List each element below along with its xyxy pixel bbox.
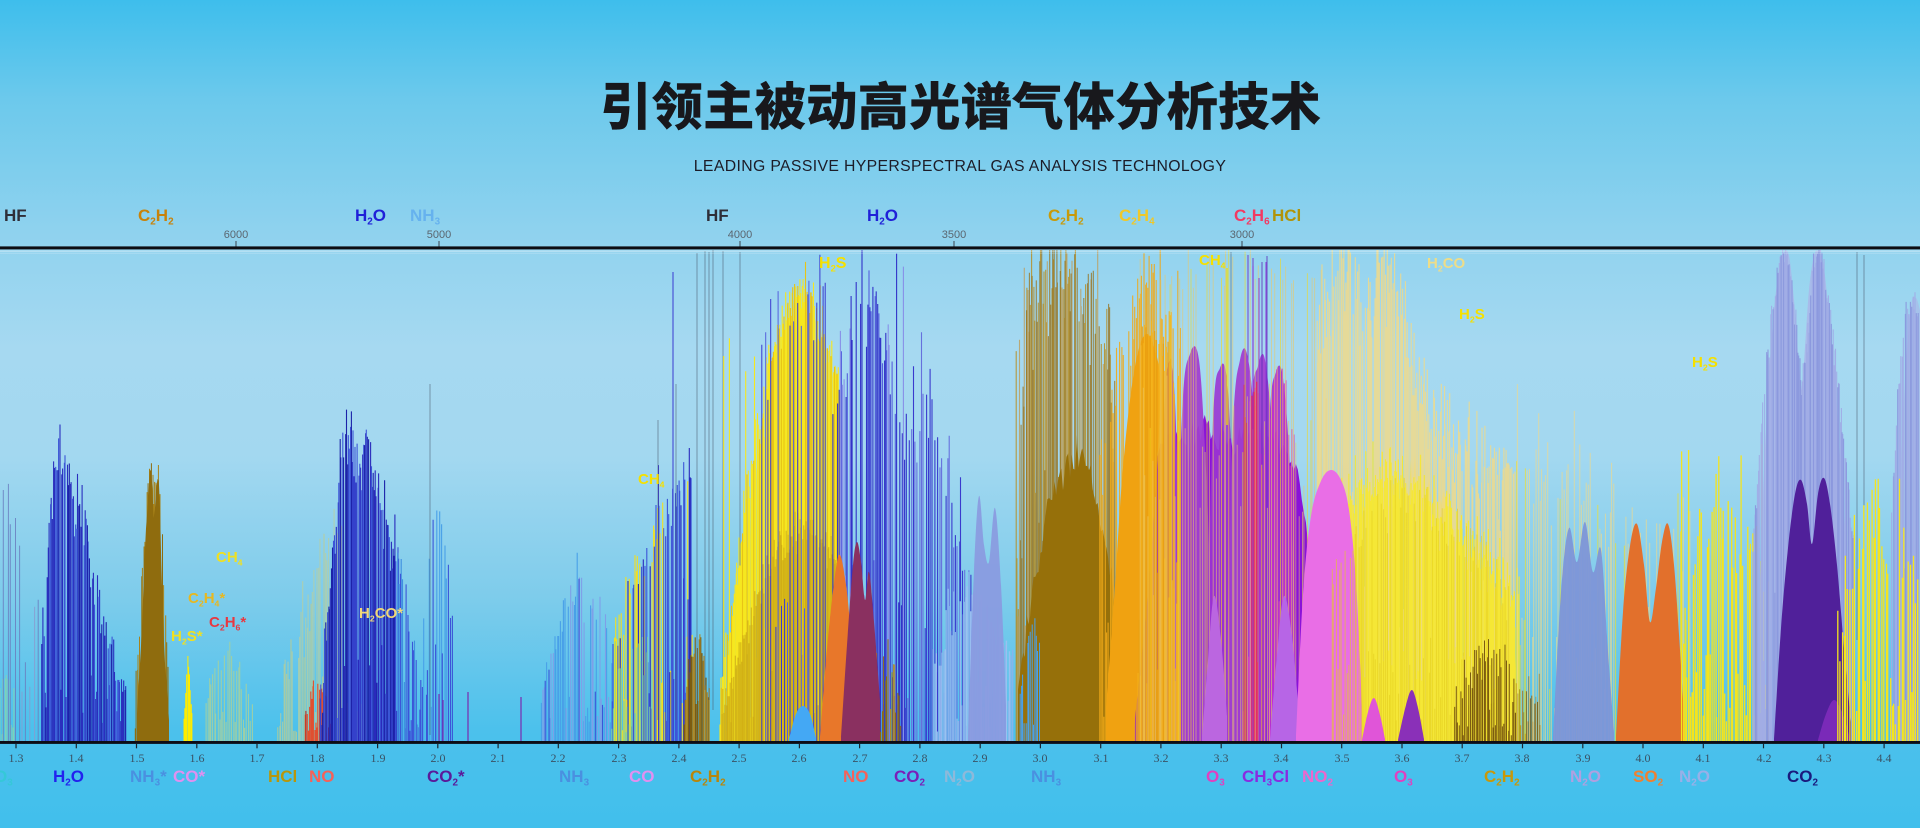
svg-text:2.6: 2.6 <box>792 751 807 765</box>
svg-text:1.8: 1.8 <box>310 751 325 765</box>
svg-text:C2H6*: C2H6* <box>209 614 246 633</box>
svg-text:3.9: 3.9 <box>1576 751 1591 765</box>
svg-text:2.3: 2.3 <box>612 751 627 765</box>
svg-text:HF: HF <box>706 206 729 225</box>
svg-text:4.2: 4.2 <box>1757 751 1772 765</box>
svg-text:LEADING PASSIVE HYPERSPECTRAL: LEADING PASSIVE HYPERSPECTRAL GAS ANALYS… <box>694 158 1227 175</box>
svg-text:1.9: 1.9 <box>371 751 386 765</box>
svg-text:CH4: CH4 <box>638 471 665 490</box>
svg-text:HCl: HCl <box>1272 206 1301 225</box>
svg-text:C2H2: C2H2 <box>138 206 174 228</box>
svg-text:1.5: 1.5 <box>130 751 145 765</box>
svg-text:H2S: H2S <box>1459 306 1485 325</box>
svg-text:NH3: NH3 <box>1031 767 1062 789</box>
svg-text:CH4: CH4 <box>1199 252 1226 271</box>
svg-text:C2H6: C2H6 <box>1234 206 1270 228</box>
svg-text:4.0: 4.0 <box>1636 751 1651 765</box>
svg-text:CO2: CO2 <box>1787 767 1819 789</box>
svg-text:2.0: 2.0 <box>431 751 446 765</box>
svg-text:3.6: 3.6 <box>1395 751 1410 765</box>
svg-text:N2O: N2O <box>1679 767 1710 789</box>
svg-text:H2S: H2S <box>819 255 847 274</box>
svg-text:H2CO: H2CO <box>1427 255 1466 274</box>
svg-text:H2O: H2O <box>355 206 386 228</box>
svg-text:C2H2: C2H2 <box>690 767 726 789</box>
svg-text:H2O: H2O <box>53 767 84 789</box>
svg-text:2.1: 2.1 <box>491 751 506 765</box>
svg-text:N2O: N2O <box>1570 767 1601 789</box>
svg-text:C2H2: C2H2 <box>1484 767 1520 789</box>
svg-text:SO2: SO2 <box>1633 767 1664 789</box>
svg-text:1.3: 1.3 <box>9 751 24 765</box>
svg-text:C2H4: C2H4 <box>1119 206 1155 228</box>
svg-text:3.5: 3.5 <box>1335 751 1350 765</box>
svg-text:O3: O3 <box>1394 767 1413 789</box>
svg-text:1.4: 1.4 <box>69 751 84 765</box>
svg-text:3.0: 3.0 <box>1033 751 1048 765</box>
svg-text:2.4: 2.4 <box>672 751 687 765</box>
svg-text:HCl: HCl <box>268 767 297 786</box>
svg-text:CO*: CO* <box>173 767 206 786</box>
svg-text:O3: O3 <box>1206 767 1225 789</box>
svg-text:2.5: 2.5 <box>732 751 747 765</box>
svg-text:CO: CO <box>629 767 655 786</box>
svg-text:4.4: 4.4 <box>1877 751 1892 765</box>
svg-text:NO2: NO2 <box>1302 767 1334 789</box>
svg-text:CH4: CH4 <box>216 549 243 568</box>
svg-text:2.9: 2.9 <box>973 751 988 765</box>
svg-text:3.8: 3.8 <box>1515 751 1530 765</box>
svg-text:HF: HF <box>4 206 27 225</box>
svg-text:3.1: 3.1 <box>1094 751 1109 765</box>
svg-text:4.1: 4.1 <box>1696 751 1711 765</box>
svg-text:NH3: NH3 <box>559 767 590 789</box>
svg-text:NH3: NH3 <box>410 206 441 228</box>
svg-text:H2CO*: H2CO* <box>359 605 403 624</box>
svg-text:1.7: 1.7 <box>250 751 265 765</box>
svg-text:C2H4*: C2H4* <box>188 590 225 609</box>
svg-text:1.6: 1.6 <box>190 751 205 765</box>
svg-text:3.3: 3.3 <box>1214 751 1229 765</box>
svg-text:H2S: H2S <box>1692 354 1718 373</box>
svg-text:3.7: 3.7 <box>1455 751 1470 765</box>
svg-text:CH3Cl: CH3Cl <box>1242 767 1289 789</box>
svg-text:5000: 5000 <box>427 229 451 241</box>
svg-text:4.3: 4.3 <box>1817 751 1832 765</box>
svg-text:2.2: 2.2 <box>551 751 566 765</box>
svg-text:C2H2: C2H2 <box>1048 206 1084 228</box>
svg-text:H2O: H2O <box>867 206 898 228</box>
svg-text:3.4: 3.4 <box>1274 751 1289 765</box>
svg-text:6000: 6000 <box>224 229 248 241</box>
svg-text:N2O: N2O <box>944 767 975 789</box>
svg-text:CO2*: CO2* <box>427 767 465 789</box>
svg-text:NH3*: NH3* <box>130 767 167 789</box>
svg-text:3000: 3000 <box>1230 229 1254 241</box>
svg-text:CO2: CO2 <box>894 767 926 789</box>
svg-text:3500: 3500 <box>942 229 966 241</box>
svg-text:2.8: 2.8 <box>913 751 928 765</box>
svg-text:2.7: 2.7 <box>853 751 868 765</box>
svg-text:3.2: 3.2 <box>1154 751 1169 765</box>
svg-text:NO: NO <box>843 767 869 786</box>
svg-text:4000: 4000 <box>728 229 752 241</box>
svg-text:NO: NO <box>309 767 335 786</box>
svg-text:H2S*: H2S* <box>171 628 203 647</box>
svg-text:O3: O3 <box>0 767 13 789</box>
